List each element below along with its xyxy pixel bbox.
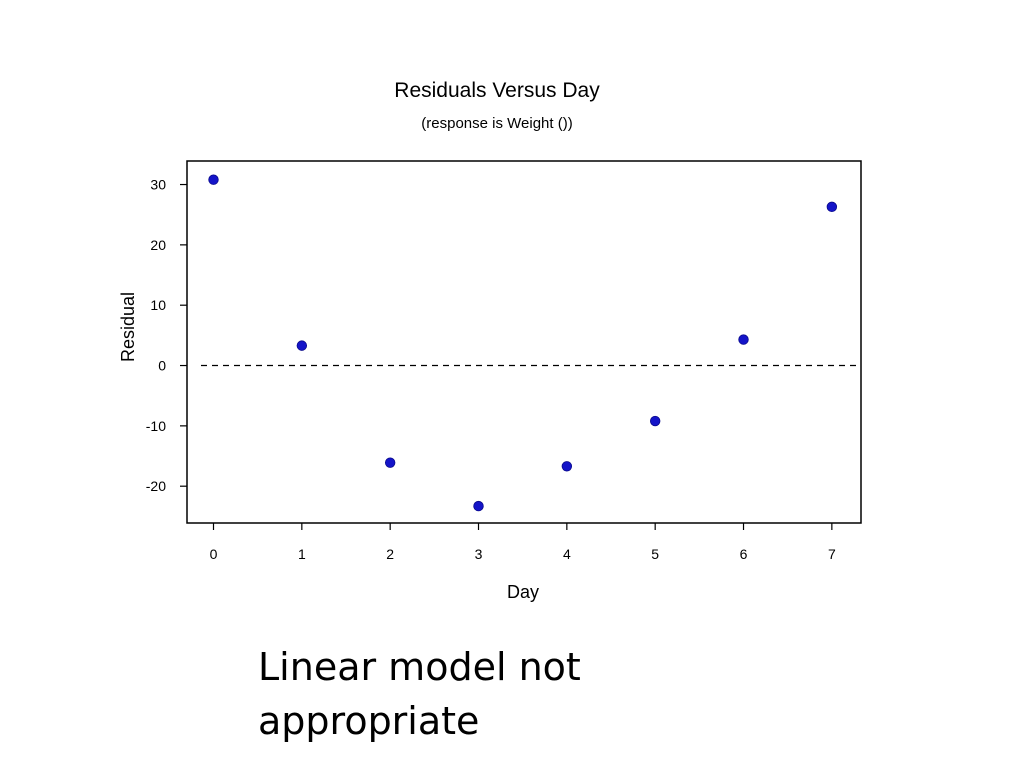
x-tick-label: 5 xyxy=(651,546,659,562)
data-point xyxy=(296,340,308,351)
data-points xyxy=(208,174,838,512)
y-axis-label: Residual xyxy=(118,292,138,362)
slide-caption: Linear model not appropriate xyxy=(258,645,581,743)
y-tick-label: -20 xyxy=(146,478,166,494)
data-point xyxy=(738,334,749,345)
chart-subtitle: (response is Weight ()) xyxy=(421,115,572,132)
x-tick-label: 7 xyxy=(828,546,836,562)
data-point xyxy=(561,461,573,472)
x-tick-label: 1 xyxy=(298,546,306,562)
chart-title: Residuals Versus Day xyxy=(394,79,600,102)
data-point xyxy=(826,201,838,213)
residuals-chart: Residuals Versus Day (response is Weight… xyxy=(118,79,862,602)
y-tick-label: 30 xyxy=(150,177,166,193)
data-point xyxy=(473,500,484,512)
x-tick-label: 0 xyxy=(210,546,218,562)
y-tick-label: 20 xyxy=(150,237,166,253)
y-tick-label: -10 xyxy=(146,418,166,434)
x-tick-label: 2 xyxy=(386,546,394,562)
y-tick-label: 10 xyxy=(150,297,166,313)
x-tick-label: 6 xyxy=(740,546,748,562)
y-tick-label: 0 xyxy=(158,358,166,374)
data-point xyxy=(208,174,219,185)
data-point xyxy=(384,457,396,468)
data-point xyxy=(649,415,661,427)
plot-frame xyxy=(186,160,862,524)
x-axis-label: Day xyxy=(507,582,539,602)
y-axis: 30 20 10 0 -10 -20 xyxy=(146,177,187,494)
x-tick-label: 4 xyxy=(563,546,571,562)
x-axis: 0 1 2 3 4 5 6 7 xyxy=(210,523,836,562)
x-tick-label: 3 xyxy=(475,546,483,562)
